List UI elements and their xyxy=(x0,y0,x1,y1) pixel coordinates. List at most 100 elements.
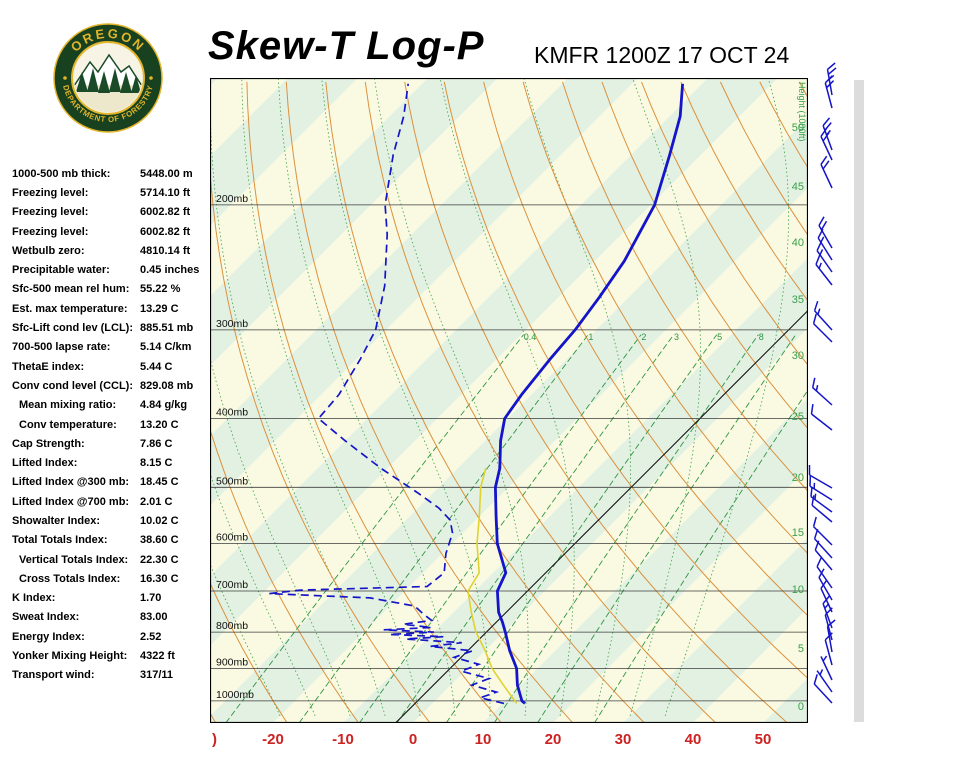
index-value: 0.45 inches xyxy=(140,264,200,277)
temp-tick-label: 40 xyxy=(684,731,702,748)
vertical-scrollbar[interactable] xyxy=(854,80,864,722)
index-row: Cross Totals Index: 16.30 C xyxy=(12,569,199,588)
wind-barb xyxy=(820,127,833,161)
wind-barb xyxy=(816,669,833,693)
height-label: 15 xyxy=(792,527,804,539)
index-label: Sfc-500 mean rel hum: xyxy=(12,283,130,296)
temp-tick-label: -10 xyxy=(332,731,354,748)
index-value: 6002.82 ft xyxy=(140,225,191,238)
odf-logo-svg: OREGON DEPARTMENT OF FORESTRY xyxy=(53,23,163,133)
wind-barb xyxy=(826,619,836,653)
height-label: 5 xyxy=(798,643,804,655)
mixing-ratio-label: 8 xyxy=(759,332,764,342)
wind-barbs-svg xyxy=(808,62,837,704)
pressure-label: 1000mb xyxy=(216,689,254,701)
index-value: 5.14 C/km xyxy=(140,341,192,354)
logo-star-right xyxy=(149,76,153,80)
index-label: Freezing level: xyxy=(12,206,89,219)
skewt-chart: 200mb 300mb 400mb 500mb 600mb 700mb 800mb 900mb… xyxy=(209,77,809,724)
isotherm-band xyxy=(553,468,808,723)
wind-barb xyxy=(820,655,833,681)
index-value: 4.84 g/kg xyxy=(140,399,188,412)
index-value: 8.15 C xyxy=(140,457,173,470)
wind-barb xyxy=(810,403,833,431)
index-row: Est. max temperature: 13.29 C xyxy=(12,299,199,318)
temp-tick-label: 20 xyxy=(544,731,562,748)
height-label: 30 xyxy=(792,350,804,362)
index-value: 38.60 C xyxy=(140,534,179,547)
odf-logo: OREGON DEPARTMENT OF FORESTRY xyxy=(52,22,164,134)
wind-barb xyxy=(811,495,833,523)
index-label: Freezing level: xyxy=(12,186,89,199)
isotherm-band xyxy=(210,78,808,716)
index-row: Cap Strength: 7.86 C xyxy=(12,434,199,453)
indices-panel: 1000-500 mb thick: 5448.00 m Freezing leve… xyxy=(12,164,199,685)
index-label: Est. max temperature: xyxy=(12,302,128,315)
index-value: 13.29 C xyxy=(140,302,179,315)
mixing-ratio-label: 3 xyxy=(674,332,679,342)
wind-barb xyxy=(810,486,833,513)
logo-star-left xyxy=(63,76,67,80)
wind-barb xyxy=(813,674,833,704)
index-label: Cap Strength: xyxy=(12,437,85,450)
index-label: K Index: xyxy=(12,592,56,605)
temp-axis-edge-label: ) xyxy=(212,731,217,748)
mixing-ratio-label: 0.4 xyxy=(524,332,537,342)
index-value: 83.00 xyxy=(140,611,168,624)
pressure-label: 700mb xyxy=(216,579,248,591)
wind-barb xyxy=(814,540,833,571)
index-row: Vertical Totals Index: 22.30 C xyxy=(12,550,199,569)
height-label: 10 xyxy=(792,584,804,596)
index-label: Energy Index: xyxy=(12,630,85,643)
temp-tick-label: 30 xyxy=(614,731,632,748)
height-axis-title: Height (1000ft) xyxy=(797,82,807,142)
wind-barb xyxy=(812,313,833,343)
height-label: 45 xyxy=(792,181,804,193)
index-value: 5448.00 m xyxy=(140,167,193,180)
station-id: KMFR 1200Z 17 OCT 24 xyxy=(534,42,790,68)
index-label: Lifted Index: xyxy=(12,457,78,470)
temp-tick-label: 0 xyxy=(408,731,418,748)
mixing-ratio-label: 2 xyxy=(641,332,646,342)
wind-barb xyxy=(813,300,833,331)
height-label: 50 xyxy=(792,122,804,134)
dry-adiabats xyxy=(210,81,808,723)
index-value: 7.86 C xyxy=(140,437,173,450)
temp-tick-label: -20 xyxy=(262,731,284,748)
height-label: 20 xyxy=(792,472,804,484)
index-value: 22.30 C xyxy=(140,553,179,566)
height-label: 25 xyxy=(792,411,804,423)
height-label: 35 xyxy=(792,294,804,306)
temperature-trace xyxy=(494,83,684,705)
index-row: Sweat Index: 83.00 xyxy=(12,608,199,627)
height-label: 40 xyxy=(792,237,804,249)
pressure-label: 800mb xyxy=(216,620,248,632)
mixing-ratio-label: 1 xyxy=(588,332,593,342)
index-value: 4322 ft xyxy=(140,650,175,663)
index-label: ThetaE index: xyxy=(12,360,85,373)
index-row: ThetaE index: 5.44 C xyxy=(12,357,199,376)
index-row: 1000-500 mb thick: 5448.00 m xyxy=(12,164,199,183)
index-label: Total Totals Index: xyxy=(12,534,108,547)
index-label: Sfc-Lift cond lev (LCL): xyxy=(12,322,133,335)
index-row: Freezing level: 5714.10 ft xyxy=(12,183,199,202)
index-row: Conv temperature: 13.20 C xyxy=(12,415,199,434)
index-value: 317/11 xyxy=(140,669,174,682)
index-label: Yonker Mixing Height: xyxy=(12,650,128,663)
index-row: Showalter Index: 10.02 C xyxy=(12,511,199,530)
freezing-reference-line xyxy=(395,309,808,723)
index-label: Cross Totals Index: xyxy=(19,572,121,585)
index-value: 1.70 xyxy=(140,592,162,605)
index-row: Sfc-500 mean rel hum: 55.22 % xyxy=(12,280,199,299)
wind-barb xyxy=(824,607,833,641)
wind-barb xyxy=(824,75,835,109)
pressure-label: 500mb xyxy=(216,475,248,487)
index-label: 700-500 lapse rate: xyxy=(12,341,111,354)
wind-barb xyxy=(812,516,833,546)
pressure-label: 400mb xyxy=(216,407,248,419)
isotherm-band xyxy=(343,258,808,723)
index-value: 16.30 C xyxy=(140,572,179,585)
index-label: Mean mixing ratio: xyxy=(19,399,117,412)
index-value: 2.01 C xyxy=(140,495,173,508)
